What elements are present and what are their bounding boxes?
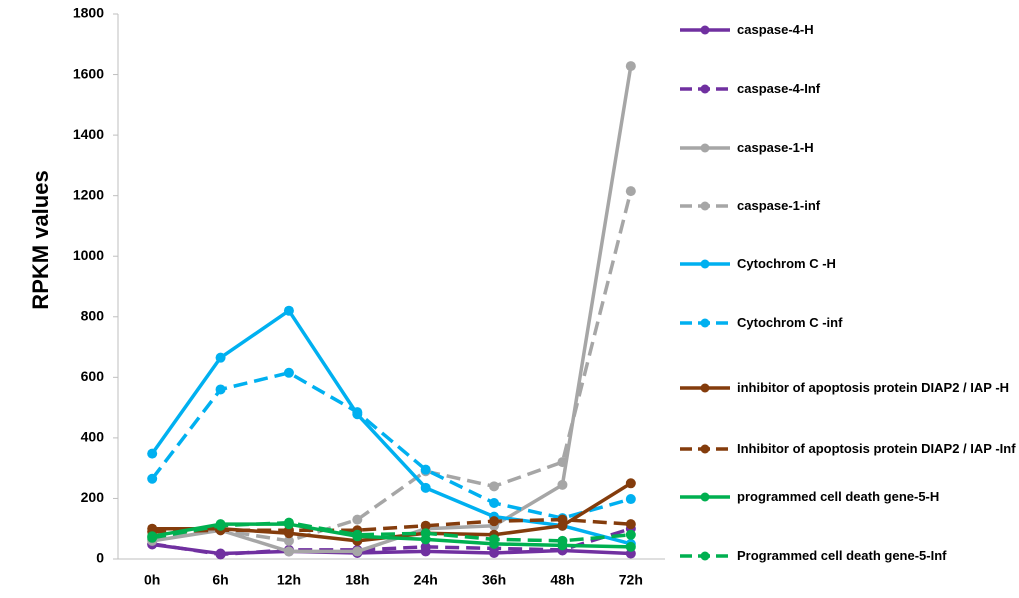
legend-marker [700,383,710,393]
data-point [625,519,636,530]
legend-label: caspase-1-inf [737,198,821,213]
legend-marker [700,84,710,94]
legend-marker [700,551,710,561]
data-point [489,534,500,545]
data-point [625,186,636,197]
y-tick-label: 1600 [73,65,104,81]
data-point [489,497,500,508]
data-point [352,514,363,525]
y-tick-label: 800 [81,307,105,323]
data-point [352,546,363,557]
legend-label: Inhibitor of apoptosis protein DIAP2 / I… [737,441,1016,456]
y-tick-label: 400 [81,429,105,445]
series-line [150,371,632,520]
legend-marker [700,492,710,502]
legend-marker [700,259,710,269]
data-point [557,514,568,525]
legend-label: programmed cell death gene-5-H [737,489,940,504]
legend-marker [700,143,710,153]
data-point [283,535,294,546]
data-point [147,473,158,484]
data-point [557,535,568,546]
x-tick-label: 12h [277,572,301,588]
y-tick-label: 200 [81,489,105,505]
data-point [215,352,226,363]
y-tick-label: 600 [81,368,105,384]
legend-marker [700,25,710,35]
x-tick-label: 0h [144,572,160,588]
series-line [151,522,631,549]
legend-label: caspase-1-H [737,140,814,155]
data-point [557,457,568,468]
data-point [420,482,431,493]
y-tick-label: 1000 [73,247,104,263]
data-point [625,61,636,72]
data-point [215,384,226,395]
data-point [420,464,431,475]
legend-label: inhibitor of apoptosis protein DIAP2 / I… [737,380,1010,395]
series-line [151,520,631,543]
data-point [625,494,636,505]
y-tick-label: 1200 [73,186,104,202]
data-point [625,478,636,489]
x-tick-label: 72h [619,572,643,588]
y-tick-label: 1800 [73,5,104,21]
x-tick-label: 18h [345,572,369,588]
data-point [215,549,226,560]
data-point [420,520,431,531]
data-point [625,529,636,540]
data-point [489,481,500,492]
legend-label: caspase-4-H [737,22,814,37]
data-point [283,367,294,378]
data-point [557,479,568,490]
legend-label: Cytochrom C -H [737,256,836,271]
legend-label: caspase-4-Inf [737,81,821,96]
x-tick-label: 6h [212,572,228,588]
data-point [215,520,226,531]
series-line [151,190,633,543]
series-line [151,65,633,554]
data-point [420,541,431,552]
data-point [352,529,363,540]
x-tick-label: 48h [550,572,574,588]
data-point [283,517,294,528]
series-line [151,527,632,557]
legend-label: Programmed cell death gene-5-Inf [737,548,947,563]
legend-marker [700,201,710,211]
legend-marker [700,318,710,328]
y-tick-label: 1400 [73,126,104,142]
series-line [150,308,632,546]
data-point [147,532,158,543]
legend-marker [700,444,710,454]
x-tick-label: 36h [482,572,506,588]
data-point [420,528,431,539]
legend-label: Cytochrom C -inf [737,315,843,330]
data-point [352,407,363,418]
series-line [152,517,631,534]
data-point [283,546,294,557]
y-axis-label: RPKM values [28,170,53,309]
data-point [625,541,636,552]
data-point [283,305,294,316]
y-tick-label: 0 [96,550,104,566]
data-point [147,448,158,459]
data-point [489,516,500,527]
x-tick-label: 24h [414,572,438,588]
